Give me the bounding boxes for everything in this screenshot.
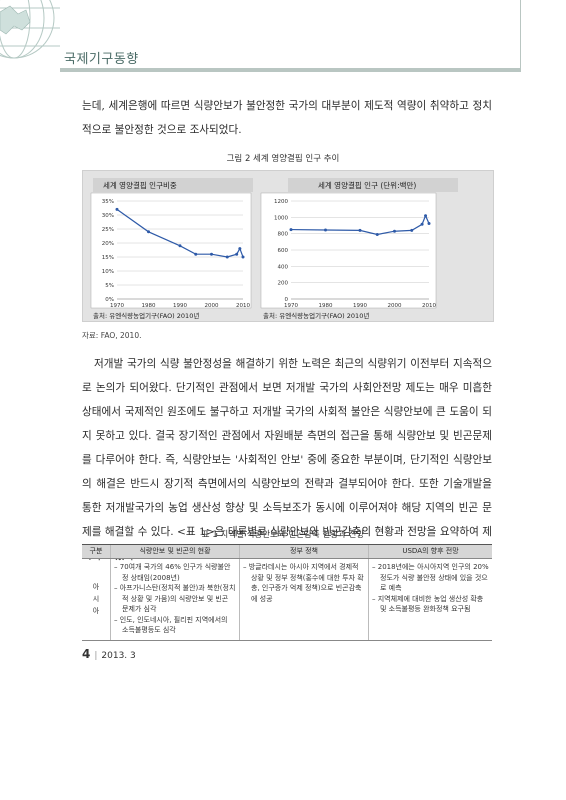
data-point — [410, 228, 414, 232]
data-point — [225, 255, 229, 259]
y-tick-label: 400 — [278, 264, 289, 270]
figure-charts: 세계 영양결핍 인구비중 35%30%25%20%15%10%5%0%1970 1… — [90, 178, 458, 320]
data-point — [210, 252, 213, 256]
y-tick-label: 600 — [278, 248, 289, 254]
x-tick-label: 2010 — [422, 303, 436, 309]
chart-note: 출처: 유엔식량농업기구(FAO) 2010년 — [93, 311, 199, 320]
table-row: 아시아 70여개 국가의 46% 인구가 식량불안정 상태임(2008년) 아프… — [82, 558, 492, 641]
y-tick-label: 25% — [102, 227, 114, 233]
y-tick-label: 800 — [278, 232, 289, 238]
plot-area — [90, 192, 252, 309]
data-point — [289, 228, 293, 232]
issue-date: 2013. 3 — [101, 651, 136, 661]
data-point — [427, 221, 431, 225]
data-point — [238, 247, 242, 251]
table-header: 구분 — [82, 544, 111, 559]
data-point — [424, 214, 428, 218]
x-tick-label: 1970 — [110, 303, 124, 309]
table-header: 정부 정책 — [239, 544, 369, 559]
data-point — [393, 229, 396, 233]
x-tick-label: 1990 — [173, 303, 187, 309]
chart-title: 세계 영양결핍 인구 (단위:백만) — [318, 180, 416, 190]
data-point — [358, 228, 362, 232]
chart-title: 세계 영양결핍 인구비중 — [103, 180, 177, 190]
chart-count: 세계 영양결핍 인구 (단위:백만) 120010008006004002000… — [260, 178, 458, 320]
x-tick-label: 1990 — [353, 303, 367, 309]
chart-note: 출처: 유엔식량농업기구(FAO) 2010년 — [263, 311, 369, 320]
data-point — [178, 244, 182, 248]
x-tick-label: 1980 — [319, 303, 333, 309]
x-tick-label: 2000 — [388, 303, 402, 309]
x-tick-label: 2010 — [236, 303, 250, 309]
y-tick-label: 1200 — [274, 199, 288, 205]
x-tick-label: 2000 — [205, 303, 219, 309]
list-item: 70여개 국가의 46% 인구가 식량불안정 상태임(2008년) — [114, 562, 236, 583]
body-paragraph-1: 는데, 세계은행에 따르면 식량안보가 불안정한 국가의 대부분이 제도적 역량… — [82, 100, 492, 136]
y-tick-label: 5% — [105, 283, 114, 289]
table-header: 식량안보 및 빈곤의 현황 — [110, 544, 240, 559]
y-tick-label: 30% — [102, 213, 114, 219]
section-title: 국제기구동향 — [64, 52, 139, 67]
list-item: 인도, 인도네시아, 필리핀 지역에서의 소득불평등도 심각 — [114, 615, 236, 636]
y-tick-label: 0% — [105, 297, 114, 303]
page-footer: 4 | 2013. 3 — [82, 647, 136, 661]
summary-table: 구분 식량안보 및 빈곤의 현황 정부 정책 USDA의 향후 전망 아시아 7… — [82, 544, 492, 641]
y-tick-label: 1000 — [274, 215, 288, 221]
list-item: 2018년에는 아시아지역 인구의 20%정도가 식량 불안정 상태에 있을 것… — [372, 562, 489, 594]
data-point — [194, 252, 198, 256]
chart-title-bg — [93, 178, 253, 192]
data-point — [147, 230, 150, 234]
y-tick-label: 15% — [102, 255, 114, 261]
header-bar — [60, 68, 520, 72]
data-point — [241, 255, 245, 259]
chart-share: 세계 영양결핍 인구비중 35% 30% 25% 20% 15% 10% 5% 0%1970 1… — [90, 178, 253, 320]
y-tick-label: 0 — [285, 297, 289, 303]
status-cell: 70여개 국가의 46% 인구가 식량불안정 상태임(2008년) 아프가니스탄… — [110, 558, 240, 641]
y-tick-label: 20% — [102, 241, 114, 247]
list-item: 아프가니스탄(정치적 불안)과 북한(정치적 상황 및 가뭄)의 식량안보 및 … — [114, 583, 236, 615]
data-point — [115, 207, 119, 211]
data-point — [420, 222, 424, 226]
outlook-cell: 2018년에는 아시아지역 인구의 20%정도가 식량 불안정 상태에 있을 것… — [368, 558, 492, 641]
y-tick-label: 35% — [102, 199, 114, 205]
figure-caption: 그림 2 세계 영양결핍 인구 추이 — [226, 154, 340, 164]
table-header: USDA의 향후 전망 — [368, 544, 492, 559]
data-point — [324, 228, 327, 232]
table-caption: 표 1 지역별 식량안보와 빈곤감축 현황과 전망 — [201, 530, 365, 540]
chart-title-bg — [288, 178, 458, 192]
data-point — [375, 232, 379, 236]
list-item: 방글라데시는 아시아 지역에서 경제적 상황 및 정부 정책(홍수에 대한 투자… — [243, 562, 365, 604]
plot-area — [260, 192, 437, 309]
list-item: 지역체제에 대비한 농업 생산성 확충 및 소득불평등 완화정책 요구됨 — [372, 594, 489, 615]
x-tick-label: 1970 — [284, 303, 298, 309]
figure-panel: 세계 영양결핍 인구비중 35% 30% 25% 20% 15% 10% 5% 0% 1970 1… — [82, 170, 494, 322]
y-tick-label: 10% — [102, 269, 114, 275]
policy-cell: 방글라데시는 아시아 지역에서 경제적 상황 및 정부 정책(홍수에 대한 투자… — [239, 558, 369, 641]
globe-logo-icon — [0, 0, 60, 59]
page-number: 4 — [82, 647, 91, 661]
figure-source: 자료: FAO, 2010. — [82, 331, 142, 340]
header-divider — [520, 0, 521, 72]
x-tick-label: 1980 — [142, 303, 156, 309]
y-tick-label: 200 — [278, 281, 289, 287]
data-point — [235, 252, 239, 256]
